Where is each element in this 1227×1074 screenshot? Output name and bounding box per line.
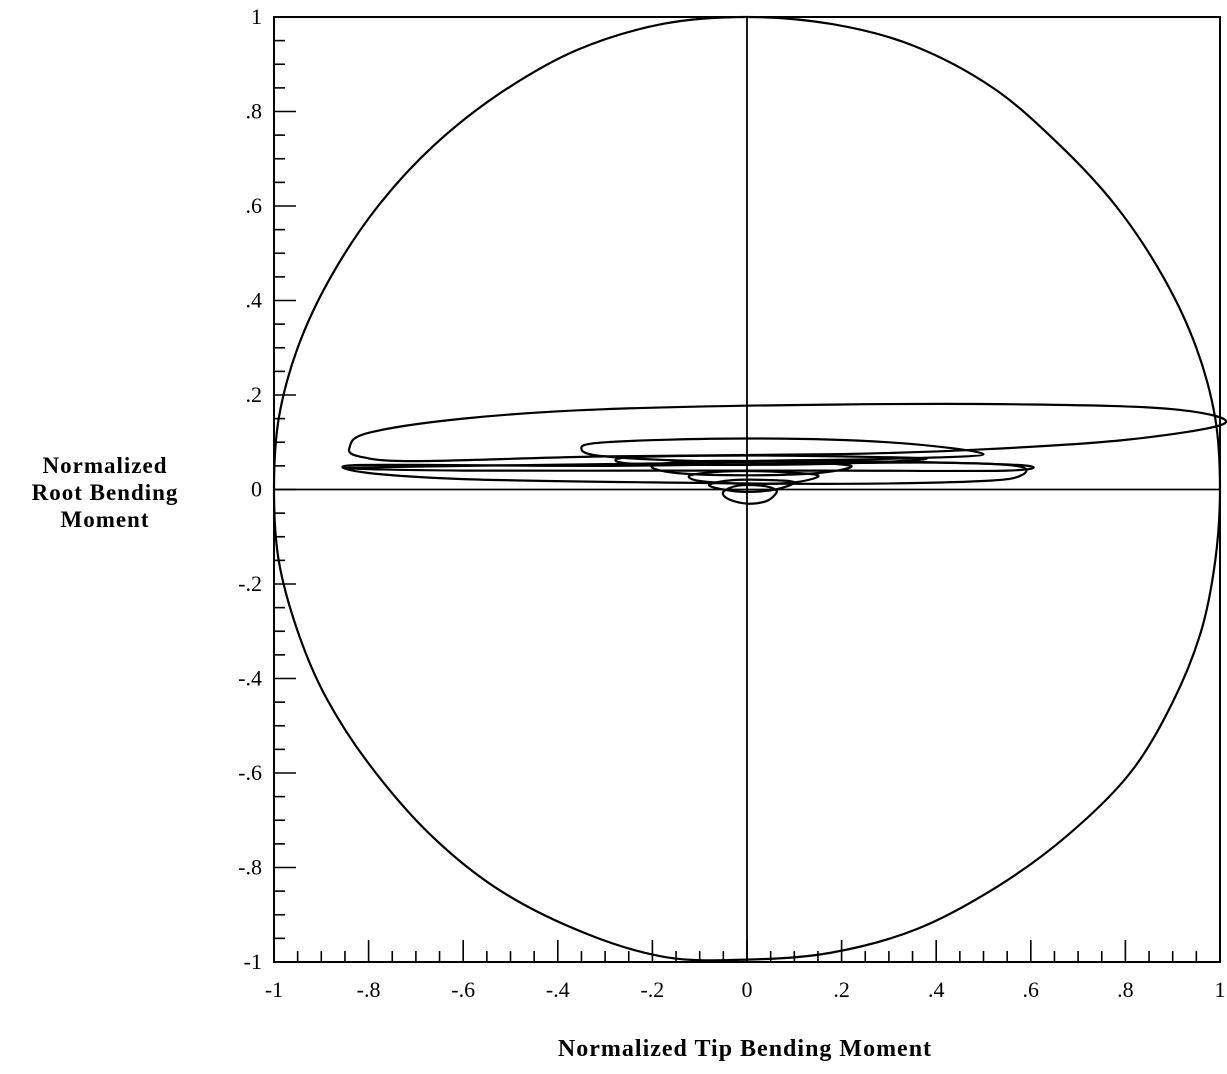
transient-loop-1	[347, 402, 1227, 463]
x-tick-label: -.6	[451, 977, 475, 1002]
y-tick-label: -.2	[238, 571, 262, 596]
y-axis-label-line-1: Normalized	[42, 453, 168, 478]
y-tick-label: .6	[246, 193, 263, 218]
y-tick-label: .8	[246, 99, 263, 124]
x-tick-label: 1	[1215, 977, 1226, 1002]
x-axis-label: Normalized Tip Bending Moment	[557, 1036, 933, 1062]
x-tick-label: -1	[265, 977, 283, 1002]
y-tick-label: -.8	[238, 855, 262, 880]
y-tick-label: -1	[244, 949, 262, 974]
transient-loop-2	[580, 437, 985, 463]
y-axis-label: Normalized Root Bending Moment	[0, 452, 210, 533]
y-axis-label-line-2: Root Bending	[31, 480, 179, 505]
x-tick-label: .6	[1023, 977, 1040, 1002]
y-tick-label: .4	[246, 288, 263, 313]
y-tick-label: -.4	[238, 666, 262, 691]
transient-loop-9	[721, 484, 778, 505]
y-tick-label: -.6	[238, 760, 262, 785]
transient-loop-8	[707, 478, 796, 493]
y-axis-label-line-3: Moment	[60, 507, 150, 532]
y-tick-label: 0	[251, 477, 262, 502]
x-tick-label: -.8	[357, 977, 381, 1002]
x-tick-label: 0	[742, 977, 753, 1002]
x-tick-label: .4	[928, 977, 945, 1002]
tick-labels: -1 -.8 -.6 -.4 -.2 0 .2 .4 .6 .8 1 1 .8 .6 .4 .2 0 -.2 -.4…	[238, 4, 1225, 1002]
tick-marks	[273, 16, 1221, 963]
x-tick-label: .2	[833, 977, 850, 1002]
x-tick-label: -.2	[640, 977, 664, 1002]
y-tick-label: 1	[251, 4, 262, 29]
x-tick-label: .8	[1117, 977, 1134, 1002]
transient-loop-7	[687, 469, 820, 486]
y-tick-label: .2	[246, 382, 263, 407]
x-tick-label: -.4	[546, 977, 570, 1002]
